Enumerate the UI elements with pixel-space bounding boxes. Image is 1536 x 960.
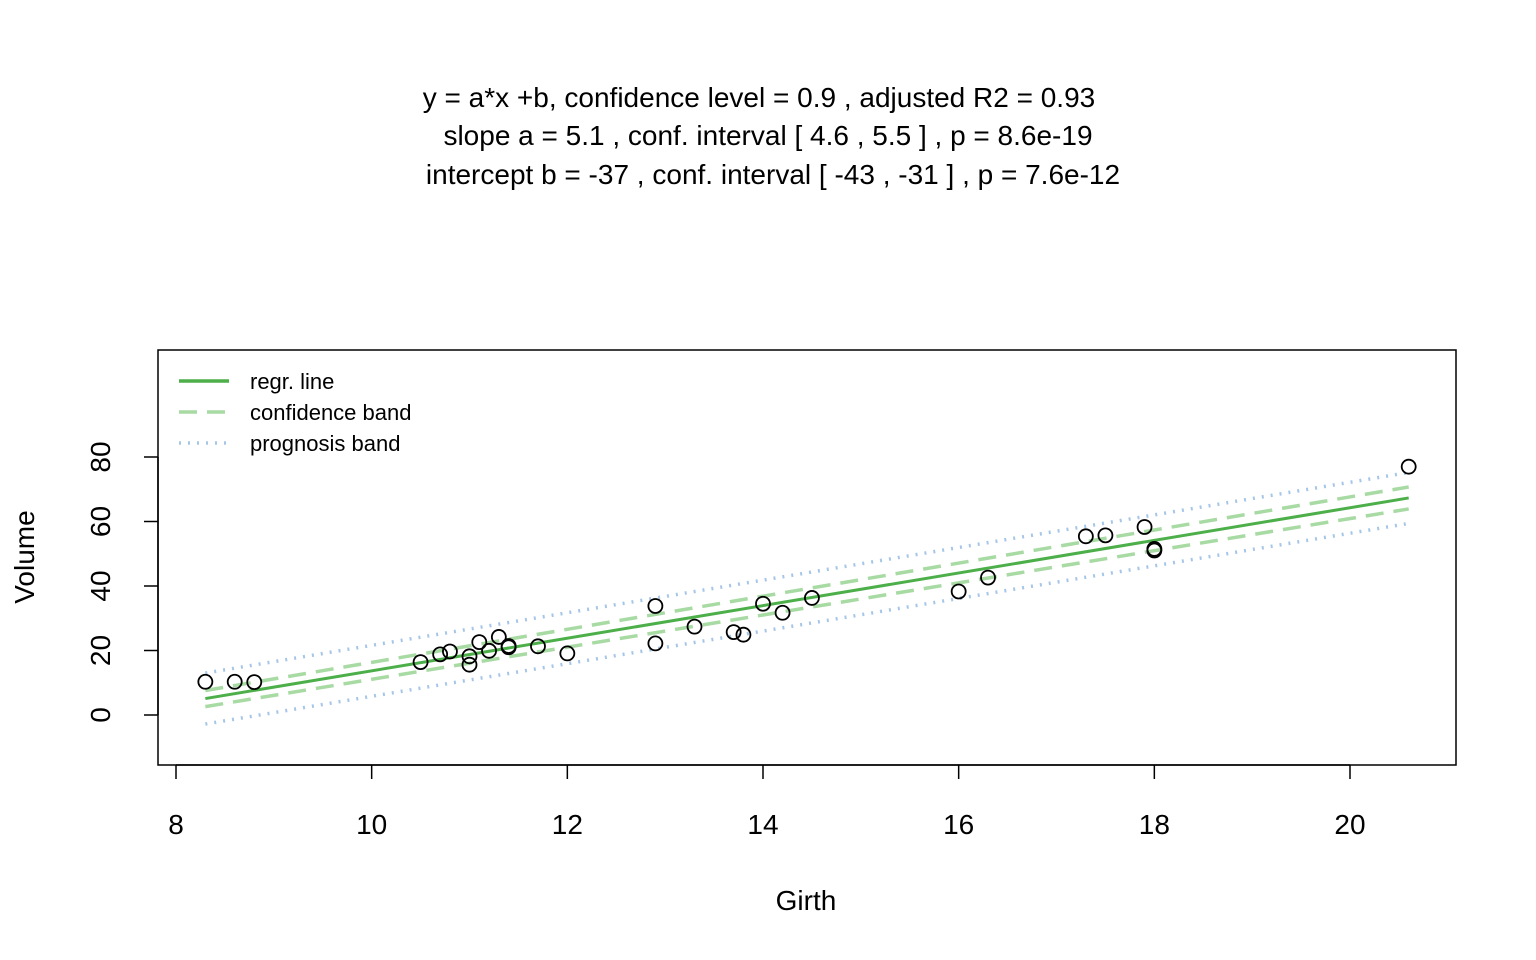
legend-label: regr. line	[250, 369, 334, 394]
data-point	[461, 648, 478, 665]
x-axis-label: Girth	[776, 885, 837, 916]
title-line-1: y = a*x +b, confidence level = 0.9 , adj…	[423, 82, 1095, 113]
confidence-band-lower	[205, 507, 1409, 709]
data-point	[197, 673, 214, 690]
x-tick-label: 18	[1139, 809, 1170, 840]
data-point	[647, 635, 664, 652]
title-line-2: slope a = 5.1 , conf. interval [ 4.6 , 5…	[443, 120, 1092, 151]
data-point	[226, 673, 243, 690]
chart-title: y = a*x +b, confidence level = 0.9 , adj…	[423, 82, 1120, 190]
data-point	[735, 626, 752, 643]
points-layer	[197, 458, 1417, 691]
y-tick-label: 40	[85, 570, 116, 601]
data-point	[1077, 528, 1094, 545]
data-point	[500, 638, 517, 654]
y-tick-label: 60	[85, 506, 116, 537]
y-tick-label: 20	[85, 635, 116, 666]
legend-label: confidence band	[250, 400, 411, 425]
bands-layer	[205, 470, 1409, 726]
data-point	[755, 595, 771, 612]
y-tick-label: 80	[85, 441, 116, 472]
x-tick-label: 14	[747, 809, 778, 840]
data-point	[432, 646, 449, 663]
prognosis-band-lower	[205, 521, 1409, 726]
data-point	[725, 624, 742, 641]
data-point	[471, 634, 488, 651]
data-point	[490, 629, 507, 645]
legend-label: prognosis band	[250, 431, 400, 456]
data-point	[412, 654, 429, 671]
x-tick-label: 16	[943, 809, 974, 840]
data-point	[246, 674, 263, 691]
data-point	[461, 656, 478, 673]
data-point	[774, 604, 791, 621]
prognosis-band-upper	[205, 470, 1409, 675]
x-tick-label: 10	[356, 809, 387, 840]
x-tick-label: 8	[168, 809, 184, 840]
y-axis-label: Volume	[9, 510, 40, 603]
data-point	[1097, 527, 1114, 544]
legend: regr. line confidence band prognosis band	[179, 369, 411, 456]
data-point	[1400, 458, 1417, 475]
data-point	[950, 583, 967, 600]
data-point	[1146, 542, 1163, 559]
data-point	[442, 643, 458, 660]
y-axis: 0 20 40 60 80	[85, 441, 159, 723]
data-point	[686, 618, 703, 635]
confidence-band-upper	[205, 485, 1409, 693]
regression-line	[205, 496, 1409, 701]
data-point	[481, 642, 497, 659]
x-tick-label: 20	[1334, 809, 1365, 840]
data-point	[559, 645, 576, 662]
data-point	[1136, 519, 1153, 535]
y-tick-label: 0	[85, 707, 116, 723]
data-point	[530, 638, 546, 655]
title-line-3: intercept b = -37 , conf. interval [ -43…	[426, 159, 1120, 190]
data-point	[647, 598, 664, 614]
data-point	[804, 590, 820, 606]
data-point	[980, 569, 996, 586]
x-tick-label: 12	[552, 809, 583, 840]
x-axis: 8 10 12 14 16 18 20	[168, 764, 1366, 840]
